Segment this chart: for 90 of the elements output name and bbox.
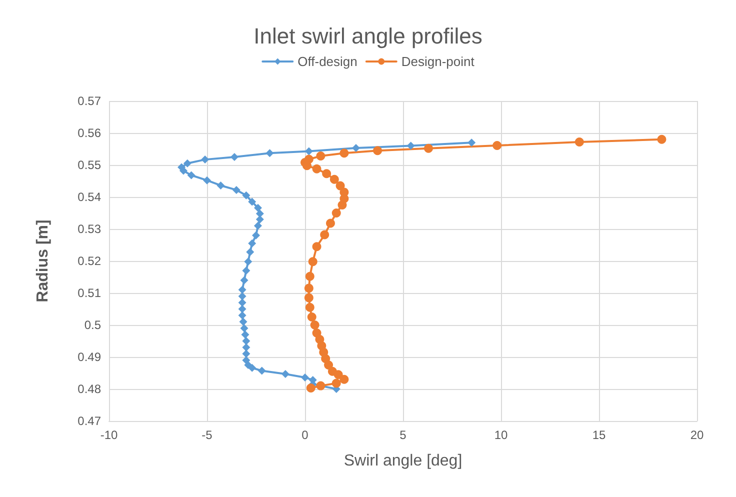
point (258, 366, 266, 375)
x-tick-label: 10 (494, 428, 508, 442)
x-tick-label: 0 (302, 428, 309, 442)
point (242, 191, 250, 200)
point (304, 147, 313, 156)
point (312, 164, 322, 174)
point (281, 370, 290, 378)
point (332, 378, 341, 388)
y-tick-label: 0.47 (78, 414, 102, 428)
point (187, 171, 196, 180)
point (242, 356, 250, 364)
point (336, 181, 345, 190)
point (242, 266, 250, 275)
point (201, 156, 210, 164)
y-tick-label: 0.53 (78, 222, 102, 236)
point (468, 138, 476, 147)
y-tick-label: 0.52 (78, 254, 102, 268)
point (338, 200, 347, 210)
point (304, 284, 314, 293)
point (240, 324, 248, 332)
y-tick-label: 0.48 (78, 382, 102, 396)
point (254, 222, 262, 230)
point (352, 144, 360, 152)
y-tick-label: 0.49 (78, 350, 102, 364)
point (238, 292, 246, 300)
point (266, 149, 274, 158)
point (242, 343, 250, 352)
chart-title: Inlet swirl angle profiles (254, 24, 482, 48)
point (324, 360, 334, 370)
point (657, 134, 666, 144)
point (239, 318, 248, 326)
y-tick-label: 0.54 (78, 190, 102, 204)
y-tick-label: 0.5 (84, 318, 102, 332)
point (307, 312, 316, 322)
point (304, 293, 314, 302)
point (254, 204, 262, 212)
point (230, 153, 238, 161)
point (310, 320, 320, 330)
y-axis-title: Radius [m] (34, 220, 52, 302)
point (326, 218, 335, 228)
point (242, 337, 250, 345)
point (238, 286, 246, 294)
y-tick-label: 0.55 (78, 158, 102, 172)
point (238, 311, 246, 320)
point (241, 330, 250, 339)
point (340, 148, 349, 158)
x-tick-label: 15 (592, 428, 606, 442)
legend-label: Off-design (298, 54, 358, 69)
point (373, 146, 382, 156)
point (320, 230, 330, 240)
point (492, 140, 502, 150)
point (332, 208, 341, 218)
y-tick-label: 0.56 (78, 126, 102, 140)
point (248, 239, 256, 248)
x-tick-label: 5 (400, 428, 407, 442)
x-tick-label: -10 (100, 428, 118, 442)
y-tick-label: 0.51 (78, 286, 102, 300)
point (406, 142, 415, 150)
point (316, 381, 326, 390)
y-tick-label: 0.57 (78, 94, 102, 108)
point (424, 144, 433, 153)
point (334, 370, 343, 380)
point (183, 159, 192, 168)
point (316, 152, 326, 161)
point (308, 257, 318, 266)
x-tick-label: 20 (690, 428, 704, 442)
point (322, 169, 332, 178)
point (240, 276, 248, 284)
point (340, 374, 349, 384)
point (301, 373, 309, 382)
point (330, 174, 339, 184)
point (248, 364, 256, 372)
legend-label: Design-point (401, 54, 475, 69)
point (312, 242, 322, 252)
point (305, 272, 314, 281)
point (574, 137, 584, 146)
point (232, 186, 240, 194)
point (305, 302, 314, 312)
point (238, 298, 246, 307)
point (242, 350, 250, 358)
point (246, 248, 254, 256)
point (306, 384, 316, 393)
x-tick-label: -5 (202, 428, 213, 442)
point (203, 176, 211, 184)
point (216, 181, 225, 190)
point (244, 258, 252, 266)
x-axis-title: Swirl angle [deg] (344, 452, 462, 470)
point (238, 305, 246, 313)
point (252, 231, 260, 240)
point (248, 198, 256, 206)
